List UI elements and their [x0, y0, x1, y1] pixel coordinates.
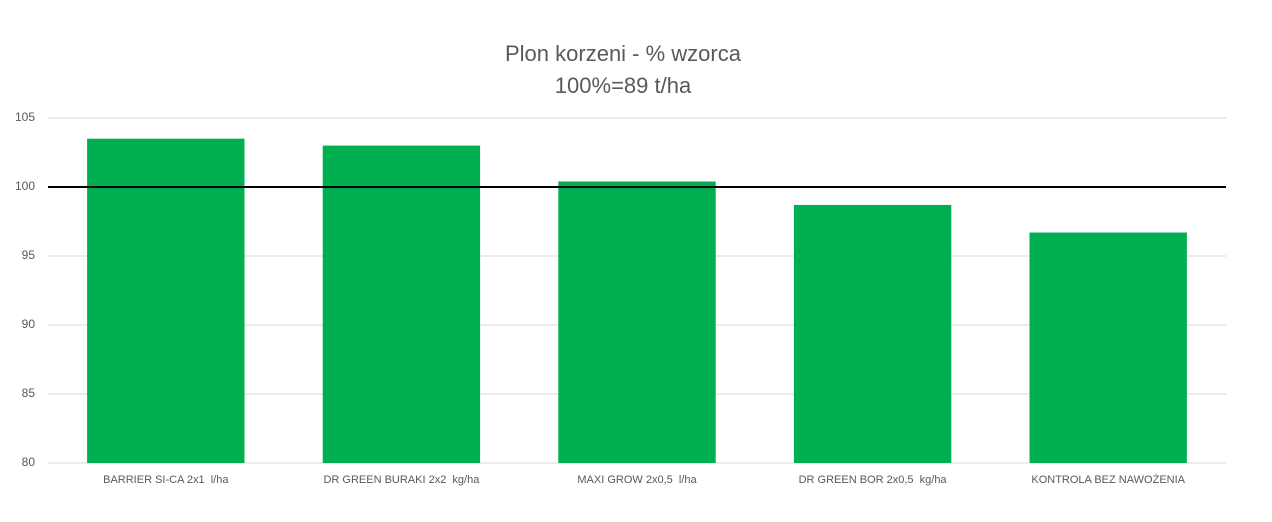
y-tick-label: 80 [22, 455, 36, 469]
chart-title: Plon korzeni - % wzorca [505, 41, 742, 66]
bar [87, 138, 245, 463]
bar [793, 204, 952, 463]
y-tick-label: 95 [22, 248, 36, 262]
bar [558, 181, 716, 464]
y-tick-label: 85 [22, 386, 36, 400]
y-tick-label: 100 [15, 179, 35, 193]
x-tick-label: BARRIER SI-CA 2x1 l/ha [103, 474, 229, 486]
bar [322, 145, 481, 463]
x-tick-label: DR GREEN BOR 2x0,5 kg/ha [799, 474, 948, 486]
y-tick-label: 90 [22, 317, 36, 331]
x-tick-label: KONTROLA BEZ NAWOŻENIA [1031, 473, 1185, 486]
x-tick-label: MAXI GROW 2x0,5 l/ha [577, 474, 697, 486]
x-tick-label: DR GREEN BURAKI 2x2 kg/ha [323, 474, 480, 486]
y-tick-label: 105 [15, 110, 35, 124]
bar [1029, 232, 1187, 463]
chart-subtitle: 100%=89 t/ha [555, 73, 692, 98]
